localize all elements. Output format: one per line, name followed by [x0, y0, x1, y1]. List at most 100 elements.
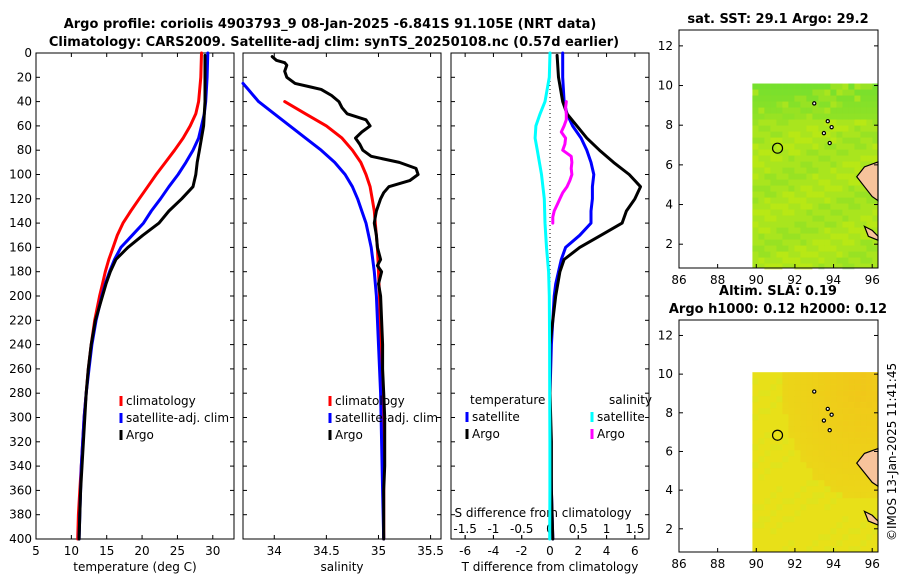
field-cell — [866, 101, 873, 108]
field-cell — [800, 402, 807, 409]
field-cell — [806, 456, 813, 463]
depth-tick-label: 40 — [17, 95, 32, 109]
field-cell — [860, 191, 867, 198]
field-cell — [788, 257, 795, 264]
field-cell — [806, 251, 813, 258]
field-cell — [872, 408, 879, 415]
field-cell — [812, 149, 819, 156]
field-cell — [860, 486, 867, 493]
field-cell — [770, 149, 777, 156]
field-cell — [824, 390, 831, 397]
field-cell — [836, 426, 843, 433]
salinity-legend-title: salinity — [609, 393, 652, 407]
field-cell — [836, 95, 843, 102]
field-cell — [860, 239, 867, 246]
field-cell — [872, 119, 879, 126]
field-cell — [842, 95, 849, 102]
field-cell — [830, 372, 837, 379]
field-cell — [854, 143, 861, 150]
field-cell — [854, 227, 861, 234]
field-cell — [776, 378, 783, 385]
field-cell — [752, 83, 759, 90]
field-cell — [782, 390, 789, 397]
field-cell — [806, 438, 813, 445]
field-cell — [848, 384, 855, 391]
field-cell — [860, 215, 867, 222]
field-cell — [758, 474, 765, 481]
field-cell — [860, 384, 867, 391]
map-y-tick-label: 4 — [665, 483, 673, 497]
field-cell — [848, 486, 855, 493]
salinity-panel: 34 34.5 35 35.5 salinity — [241, 52, 444, 574]
field-cell — [794, 197, 801, 204]
field-cell — [764, 215, 771, 222]
field-cell — [872, 89, 879, 96]
field-cell — [866, 191, 873, 198]
field-cell — [764, 209, 771, 216]
field-cell — [830, 83, 837, 90]
field-cell — [806, 384, 813, 391]
field-cell — [794, 257, 801, 264]
field-cell — [836, 149, 843, 156]
map-x-tick-label: 94 — [826, 557, 841, 571]
map-x-tick-label: 86 — [671, 557, 686, 571]
field-cell — [800, 456, 807, 463]
field-cell — [860, 113, 867, 120]
field-cell — [788, 113, 795, 120]
field-cell — [848, 263, 855, 270]
field-cell — [812, 215, 819, 222]
field-cell — [860, 89, 867, 96]
field-cell — [860, 438, 867, 445]
field-cell — [776, 227, 783, 234]
field-cell — [866, 239, 873, 246]
field-cell — [812, 239, 819, 246]
field-cell — [872, 83, 879, 90]
field-cell — [836, 113, 843, 120]
field-cell — [866, 534, 873, 541]
field-cell — [812, 372, 819, 379]
x-tick-label: 10 — [64, 544, 79, 558]
field-cell — [752, 101, 759, 108]
field-cell — [866, 197, 873, 204]
field-cell — [842, 215, 849, 222]
field-cell — [824, 143, 831, 150]
field-cell — [812, 480, 819, 487]
field-cell — [842, 474, 849, 481]
field-cell — [794, 263, 801, 270]
field-cell — [812, 384, 819, 391]
legend-label: Argo — [597, 427, 625, 441]
field-cell — [788, 516, 795, 523]
field-cell — [800, 438, 807, 445]
field-cell — [818, 378, 825, 385]
field-cell — [848, 173, 855, 180]
field-cell — [818, 396, 825, 403]
field-cell — [854, 161, 861, 168]
field-cell — [752, 107, 759, 114]
field-cell — [872, 143, 879, 150]
field-cell — [848, 179, 855, 186]
field-cell — [872, 528, 879, 535]
field-cell — [872, 414, 879, 421]
field-cell — [866, 257, 873, 264]
field-cell — [770, 239, 777, 246]
field-cell — [860, 233, 867, 240]
field-cell — [872, 432, 879, 439]
field-cell — [788, 378, 795, 385]
field-cell — [848, 546, 855, 553]
field-cell — [854, 203, 861, 210]
field-cell — [800, 420, 807, 427]
nicobar-island — [825, 406, 830, 412]
field-cell — [812, 492, 819, 499]
field-cell — [872, 107, 879, 114]
field-cell — [872, 155, 879, 162]
temperature-legend: climatology satellite-adj. clim Argo — [119, 394, 229, 442]
field-cell — [824, 378, 831, 385]
field-cell — [842, 468, 849, 475]
field-cell — [806, 167, 813, 174]
field-cell — [848, 474, 855, 481]
field-cell — [872, 131, 879, 138]
field-cell — [854, 137, 861, 144]
field-cell — [794, 89, 801, 96]
field-cell — [776, 522, 783, 529]
field-cell — [818, 203, 825, 210]
